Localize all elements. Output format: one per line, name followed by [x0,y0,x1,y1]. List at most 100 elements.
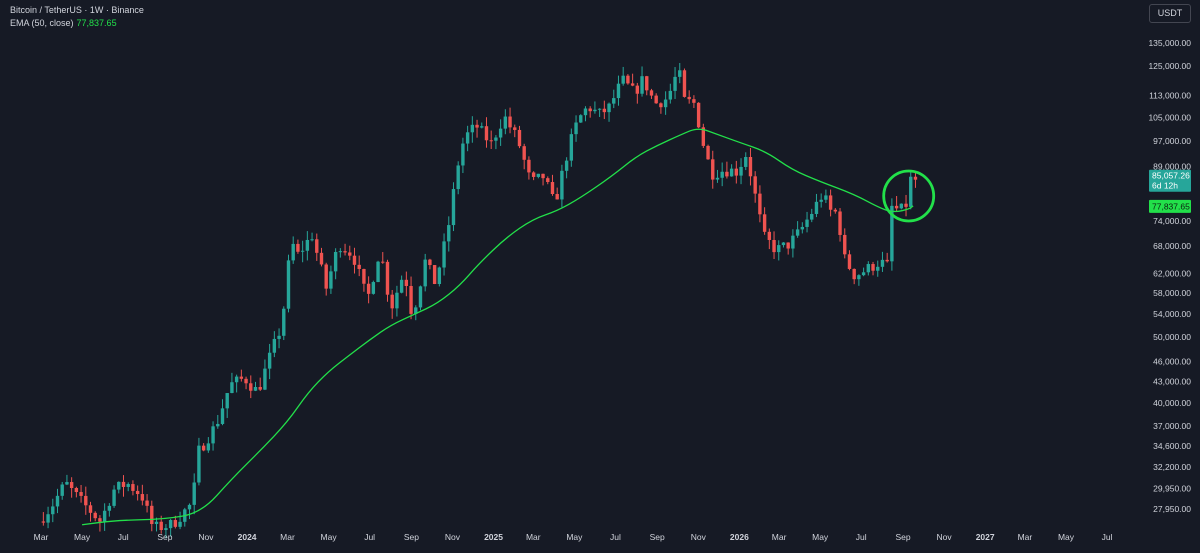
price-tick-label: 50,000.00 [1153,332,1191,342]
candle-body [461,143,465,166]
time-tick-label: 2026 [730,532,749,542]
candle-body [399,279,404,293]
candle-body [645,76,649,91]
candle-body [588,108,592,112]
candle-body [258,387,262,390]
price-tick-label: 54,000.00 [1153,309,1191,319]
candle [536,173,541,179]
price-tick-label: 46,000.00 [1153,357,1191,367]
candle [876,260,880,277]
candle-body [173,520,178,527]
time-tick-label: May [812,532,829,542]
candle [890,198,894,271]
candle-body [55,495,60,507]
candle [371,280,376,295]
time-tick-label: Jul [118,532,129,542]
countdown-value: 6d 12h [1152,181,1178,191]
candle [220,399,225,426]
candle [498,119,503,146]
candle [352,247,357,274]
candle-body [626,75,630,84]
candle [277,328,281,349]
currency-button[interactable]: USDT [1149,4,1191,23]
candle-body [296,243,300,252]
candle [244,376,248,390]
candle [857,274,861,286]
candle-body [503,116,508,129]
candle-body [84,495,88,506]
candle [305,231,310,261]
candle [753,171,757,203]
candle [678,62,682,84]
candle-body [612,98,616,104]
candle [409,276,413,320]
candle-body [239,376,244,379]
candle-body [711,159,715,180]
candle-body [51,506,55,515]
candle [135,485,140,501]
candle-body [112,489,116,506]
candle-body [663,99,668,108]
candle-body [569,134,574,161]
candle [140,484,145,506]
candle-body [164,528,168,531]
ema-price-value: 77,837.65 [1152,201,1190,211]
candle [668,83,673,104]
candle [60,482,64,500]
candle-body [574,122,578,135]
candle [333,248,338,280]
candle [414,305,418,321]
candle [758,185,762,223]
candle [814,193,819,218]
candle [861,267,866,277]
candle [645,75,649,96]
candle [748,148,753,186]
candle [706,144,710,160]
candle-body [876,266,880,271]
candle [310,232,314,242]
candle [560,164,564,208]
candle [847,250,852,271]
time-tick-label: Mar [772,532,787,542]
candle-body [621,75,625,84]
price-tick-label: 125,000.00 [1148,61,1191,71]
candle-body [366,283,371,294]
candle [630,73,635,87]
candle-body [428,259,432,266]
candle-body [315,239,319,253]
candle-body [418,286,423,308]
candle-body [489,140,493,142]
candle-body [880,259,885,267]
candle-body [333,251,338,272]
candle-body [833,209,838,212]
candle [475,119,479,138]
candle-body [192,482,196,505]
candle [432,264,437,285]
candle [338,248,343,258]
price-tick-label: 32,200.00 [1153,462,1191,472]
candle-body [819,199,823,202]
candle [739,158,743,185]
candle [909,171,913,210]
candle-body [88,505,93,513]
candle-body [791,235,795,249]
time-tick-label: Nov [937,532,953,542]
candle-body [390,294,394,309]
candle-body [767,231,772,240]
candle [154,517,159,532]
candle-body [890,205,894,262]
candle-body [65,482,69,485]
candle [423,253,427,292]
candle [192,473,196,515]
candle-body [343,251,347,253]
candle [838,208,842,242]
candle-body [121,481,126,487]
candle [531,171,536,181]
candle [843,228,847,259]
candle [395,285,399,317]
candle-body [362,268,366,284]
candle [810,208,814,223]
